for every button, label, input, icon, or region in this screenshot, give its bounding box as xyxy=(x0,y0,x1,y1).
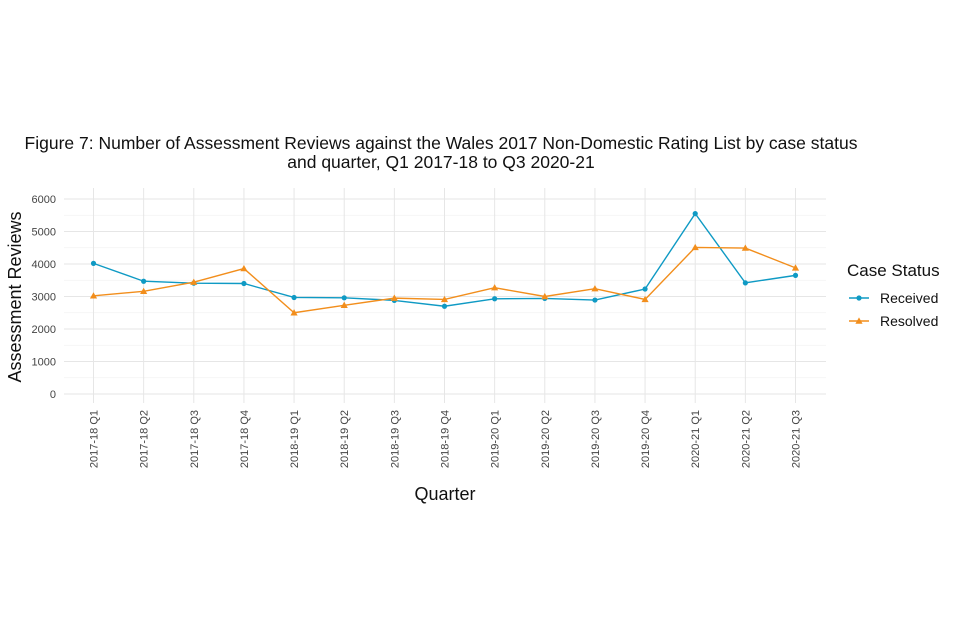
x-axis-title: Quarter xyxy=(414,484,475,504)
data-point-received xyxy=(642,286,648,292)
data-point-received xyxy=(341,295,347,301)
series-layer xyxy=(89,211,800,316)
data-point-received xyxy=(856,295,862,301)
x-tick-label: 2018-19 Q2 xyxy=(339,410,351,468)
x-tick-label: 2017-18 Q4 xyxy=(239,410,251,468)
data-point-resolved xyxy=(791,264,800,271)
y-axis-title: Assessment Reviews xyxy=(5,211,25,382)
data-point-resolved xyxy=(491,284,499,291)
y-tick-label: 4000 xyxy=(32,259,56,271)
gridlines xyxy=(64,188,826,403)
legend-item-resolved: Resolved xyxy=(849,313,938,329)
y-tick-label: 0 xyxy=(50,389,56,401)
x-axis-ticks: 2017-18 Q1 2017-18 Q2 2017-18 Q3 2017-18 Q4… xyxy=(89,410,803,468)
x-tick-label: 2019-20 Q4 xyxy=(640,410,652,468)
data-point-resolved xyxy=(741,244,749,251)
data-point-resolved xyxy=(440,295,449,303)
chart-title-line-2: and quarter, Q1 2017-18 to Q3 2020-21 xyxy=(287,152,594,172)
data-point-resolved xyxy=(390,294,398,301)
x-tick-label: 2020-21 Q2 xyxy=(740,410,752,468)
data-point-resolved xyxy=(190,278,198,285)
data-point-resolved xyxy=(340,301,348,308)
data-point-received xyxy=(592,297,598,303)
data-point-resolved xyxy=(855,317,863,324)
y-tick-label: 6000 xyxy=(32,194,56,206)
legend-title: Case Status xyxy=(847,261,940,280)
x-tick-label: 2020-21 Q1 xyxy=(690,410,702,468)
y-axis-ticks: 0 1000 2000 3000 4000 5000 6000 xyxy=(32,194,56,401)
data-point-received xyxy=(90,260,97,266)
legend-label-received: Received xyxy=(880,290,938,306)
x-tick-label: 2017-18 Q1 xyxy=(89,410,101,468)
data-point-resolved xyxy=(641,295,649,303)
data-point-received xyxy=(742,280,748,286)
y-tick-label: 1000 xyxy=(32,357,56,369)
data-point-received xyxy=(441,303,448,309)
data-point-received xyxy=(141,278,147,284)
data-point-resolved xyxy=(89,292,98,299)
data-point-resolved xyxy=(691,243,699,251)
legend-label-resolved: Resolved xyxy=(880,313,938,329)
data-point-resolved xyxy=(240,264,248,272)
x-tick-label: 2018-19 Q1 xyxy=(289,410,301,468)
data-point-received xyxy=(692,211,698,217)
data-point-resolved xyxy=(140,287,148,294)
data-point-received xyxy=(492,296,498,302)
x-tick-label: 2019-20 Q3 xyxy=(590,410,602,468)
legend: Case Status Received Resolved xyxy=(847,261,940,329)
x-tick-label: 2018-19 Q3 xyxy=(389,410,401,468)
series-resolved xyxy=(89,243,800,316)
y-tick-label: 5000 xyxy=(32,227,56,239)
y-tick-label: 3000 xyxy=(32,292,56,304)
data-point-received xyxy=(291,294,297,301)
x-tick-label: 2019-20 Q1 xyxy=(490,410,502,468)
y-tick-label: 2000 xyxy=(32,324,56,336)
data-point-resolved xyxy=(541,292,549,300)
x-tick-label: 2018-19 Q4 xyxy=(440,410,452,468)
data-point-received xyxy=(792,272,799,278)
x-tick-label: 2019-20 Q2 xyxy=(540,410,552,468)
x-tick-label: 2017-18 Q2 xyxy=(139,410,151,468)
data-point-resolved xyxy=(591,285,599,292)
x-tick-label: 2020-21 Q3 xyxy=(791,410,803,468)
x-tick-label: 2017-18 Q3 xyxy=(189,410,201,468)
data-point-received xyxy=(241,280,247,287)
chart-title-line-1: Figure 7: Number of Assessment Reviews a… xyxy=(25,133,858,153)
legend-item-received: Received xyxy=(849,290,938,306)
data-point-resolved xyxy=(290,309,298,316)
